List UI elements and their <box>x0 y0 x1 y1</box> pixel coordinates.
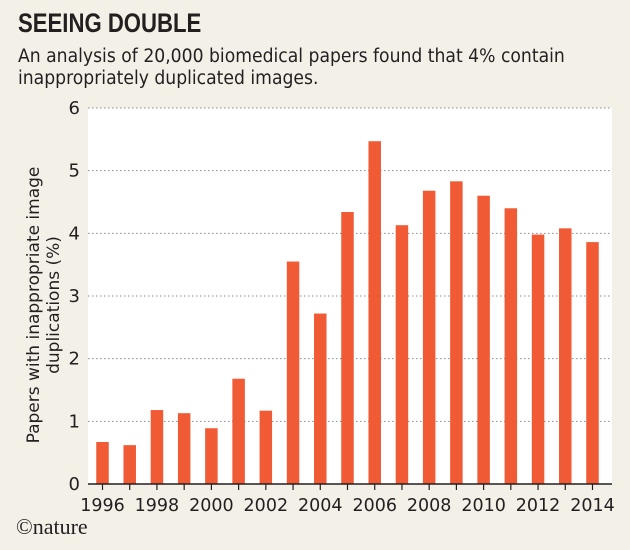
bar-1998 <box>150 410 164 484</box>
bar-2014 <box>586 242 599 484</box>
x-tick-label: 2012 <box>516 496 561 516</box>
bar-2013 <box>559 228 572 484</box>
x-tick-label: 1996 <box>80 496 125 516</box>
y-tick-label: 2 <box>69 349 80 370</box>
chart-title: SEEING DOUBLE <box>18 8 202 38</box>
bar-2012 <box>531 234 545 484</box>
x-tick-label: 2006 <box>352 496 397 516</box>
x-tick-label: 2010 <box>461 496 506 516</box>
y-tick-label: 0 <box>69 474 80 495</box>
bar-1997 <box>123 445 136 484</box>
bar-2005 <box>341 212 354 484</box>
bar-2011 <box>504 208 518 484</box>
bar-2003 <box>286 261 300 484</box>
x-tick-label: 2014 <box>570 496 615 516</box>
bar-2002 <box>259 410 273 484</box>
bar-2001 <box>232 378 245 484</box>
x-tick-label: 2002 <box>244 496 289 516</box>
y-axis-label: Papers with inappropriate image duplicat… <box>24 166 64 444</box>
bar-2004 <box>314 313 327 484</box>
nature-logo: ©nature <box>16 514 88 539</box>
bar-2009 <box>450 181 463 484</box>
bar-2010 <box>477 195 490 484</box>
bar-2008 <box>422 190 436 484</box>
x-tick-label: 1998 <box>135 496 180 516</box>
chart-subtitle: An analysis of 20,000 biomedical papers … <box>18 46 565 89</box>
y-axis-label-box: Papers with inappropriate image duplicat… <box>16 130 72 480</box>
bar-1996 <box>96 442 109 484</box>
bar-1999 <box>177 413 191 484</box>
grid-lines <box>88 107 612 422</box>
y-tick-label: 6 <box>69 98 80 119</box>
bar-2006 <box>368 141 381 485</box>
y-axis-ticks: 0 1 2 3 4 5 6 <box>69 98 80 495</box>
bar-2000 <box>205 428 218 484</box>
y-tick-label: 3 <box>69 286 80 307</box>
y-tick-label: 4 <box>69 223 80 244</box>
x-tick-label: 2000 <box>189 496 234 516</box>
bars <box>96 141 599 485</box>
y-tick-label: 1 <box>69 411 80 432</box>
x-tick-label: 2008 <box>407 496 452 516</box>
bar-2007 <box>395 225 409 485</box>
x-axis-ticks: 1996 1998 2000 2002 2004 2006 2008 2010 2012 2014 <box>80 484 615 516</box>
x-tick-label: 2004 <box>298 496 343 516</box>
y-tick-label: 5 <box>69 161 80 182</box>
